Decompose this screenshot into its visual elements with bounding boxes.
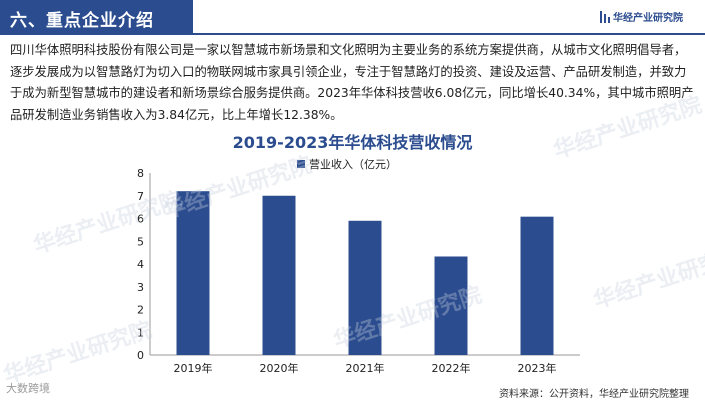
chart-legend: 营业收入（亿元） xyxy=(297,156,397,172)
bar xyxy=(434,256,468,355)
legend-swatch xyxy=(297,160,305,168)
footer-logo: 大数跨境 xyxy=(6,382,50,395)
bar xyxy=(176,191,210,355)
y-tick-label: 8 xyxy=(137,167,144,180)
y-tick-label: 5 xyxy=(137,235,144,248)
bar xyxy=(520,216,554,355)
brand: 华经产业研究院 xyxy=(600,9,683,24)
legend-label: 营业收入（亿元） xyxy=(309,158,397,171)
y-tick-label: 7 xyxy=(137,190,144,203)
y-tick-label: 1 xyxy=(137,326,144,339)
x-tick-label: 2019年 xyxy=(174,361,213,375)
page-header: 六、重点企业介绍 华经产业研究院 xyxy=(0,0,705,36)
y-tick-label: 0 xyxy=(137,349,144,362)
y-tick-label: 3 xyxy=(137,281,144,294)
bar xyxy=(262,195,296,355)
chart-title: 2019-2023年华体科技营收情况 xyxy=(232,133,473,152)
x-tick-label: 2021年 xyxy=(346,361,385,375)
x-tick-label: 2022年 xyxy=(432,361,471,375)
section-title: 六、重点企业介绍 xyxy=(10,11,154,31)
header-title-bar: 六、重点企业介绍 xyxy=(0,0,193,34)
brand-name: 华经产业研究院 xyxy=(613,13,683,24)
brand-logo-icon xyxy=(600,10,610,23)
intro-paragraph: 四川华体照明科技股份有限公司是一家以智慧城市新场景和文化照明为主要业务的系统方案… xyxy=(10,43,694,122)
x-tick-label: 2020年 xyxy=(260,361,299,375)
header-divider xyxy=(0,33,705,35)
bar xyxy=(348,220,382,355)
y-tick-label: 6 xyxy=(137,213,144,226)
y-tick-label: 4 xyxy=(137,258,144,271)
y-tick-label: 2 xyxy=(137,304,144,317)
x-tick-label: 2023年 xyxy=(518,361,557,375)
source-note: 资料来源：公开资料，华经产业研究院整理 xyxy=(499,389,689,400)
